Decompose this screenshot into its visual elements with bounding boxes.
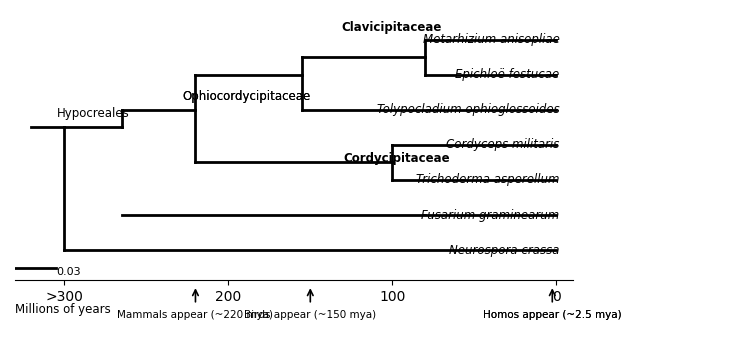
Text: Ophiocordycipitaceae: Ophiocordycipitaceae bbox=[182, 90, 310, 103]
Text: 0.03: 0.03 bbox=[56, 266, 81, 277]
Text: Ophiocordycipitaceae: Ophiocordycipitaceae bbox=[182, 90, 310, 103]
Text: Cordycipitaceae: Cordycipitaceae bbox=[343, 152, 450, 165]
Text: Cordyceps militaris: Cordyceps militaris bbox=[447, 138, 560, 151]
Text: Neurospora crassa: Neurospora crassa bbox=[450, 244, 560, 257]
Text: Hypocreales: Hypocreales bbox=[57, 107, 130, 120]
Text: Metarhizium anisopliae: Metarhizium anisopliae bbox=[423, 33, 560, 46]
Text: Epichloë festucae: Epichloë festucae bbox=[456, 68, 560, 81]
Text: Homos appear (~2.5 mya): Homos appear (~2.5 mya) bbox=[483, 310, 622, 320]
Text: Birds appear (~150 mya): Birds appear (~150 mya) bbox=[245, 310, 376, 320]
Text: Mammals appear (~220 mya): Mammals appear (~220 mya) bbox=[117, 310, 274, 320]
Text: Tolypocladium ophioglossoides: Tolypocladium ophioglossoides bbox=[377, 103, 560, 116]
Text: Trichoderma asperellum: Trichoderma asperellum bbox=[416, 174, 560, 187]
Text: Fusarium graminearum: Fusarium graminearum bbox=[421, 209, 560, 222]
Text: Homos appear (~2.5 mya): Homos appear (~2.5 mya) bbox=[483, 310, 622, 320]
Text: Clavicipitaceae: Clavicipitaceae bbox=[341, 21, 441, 34]
Text: Millions of years: Millions of years bbox=[15, 303, 111, 316]
